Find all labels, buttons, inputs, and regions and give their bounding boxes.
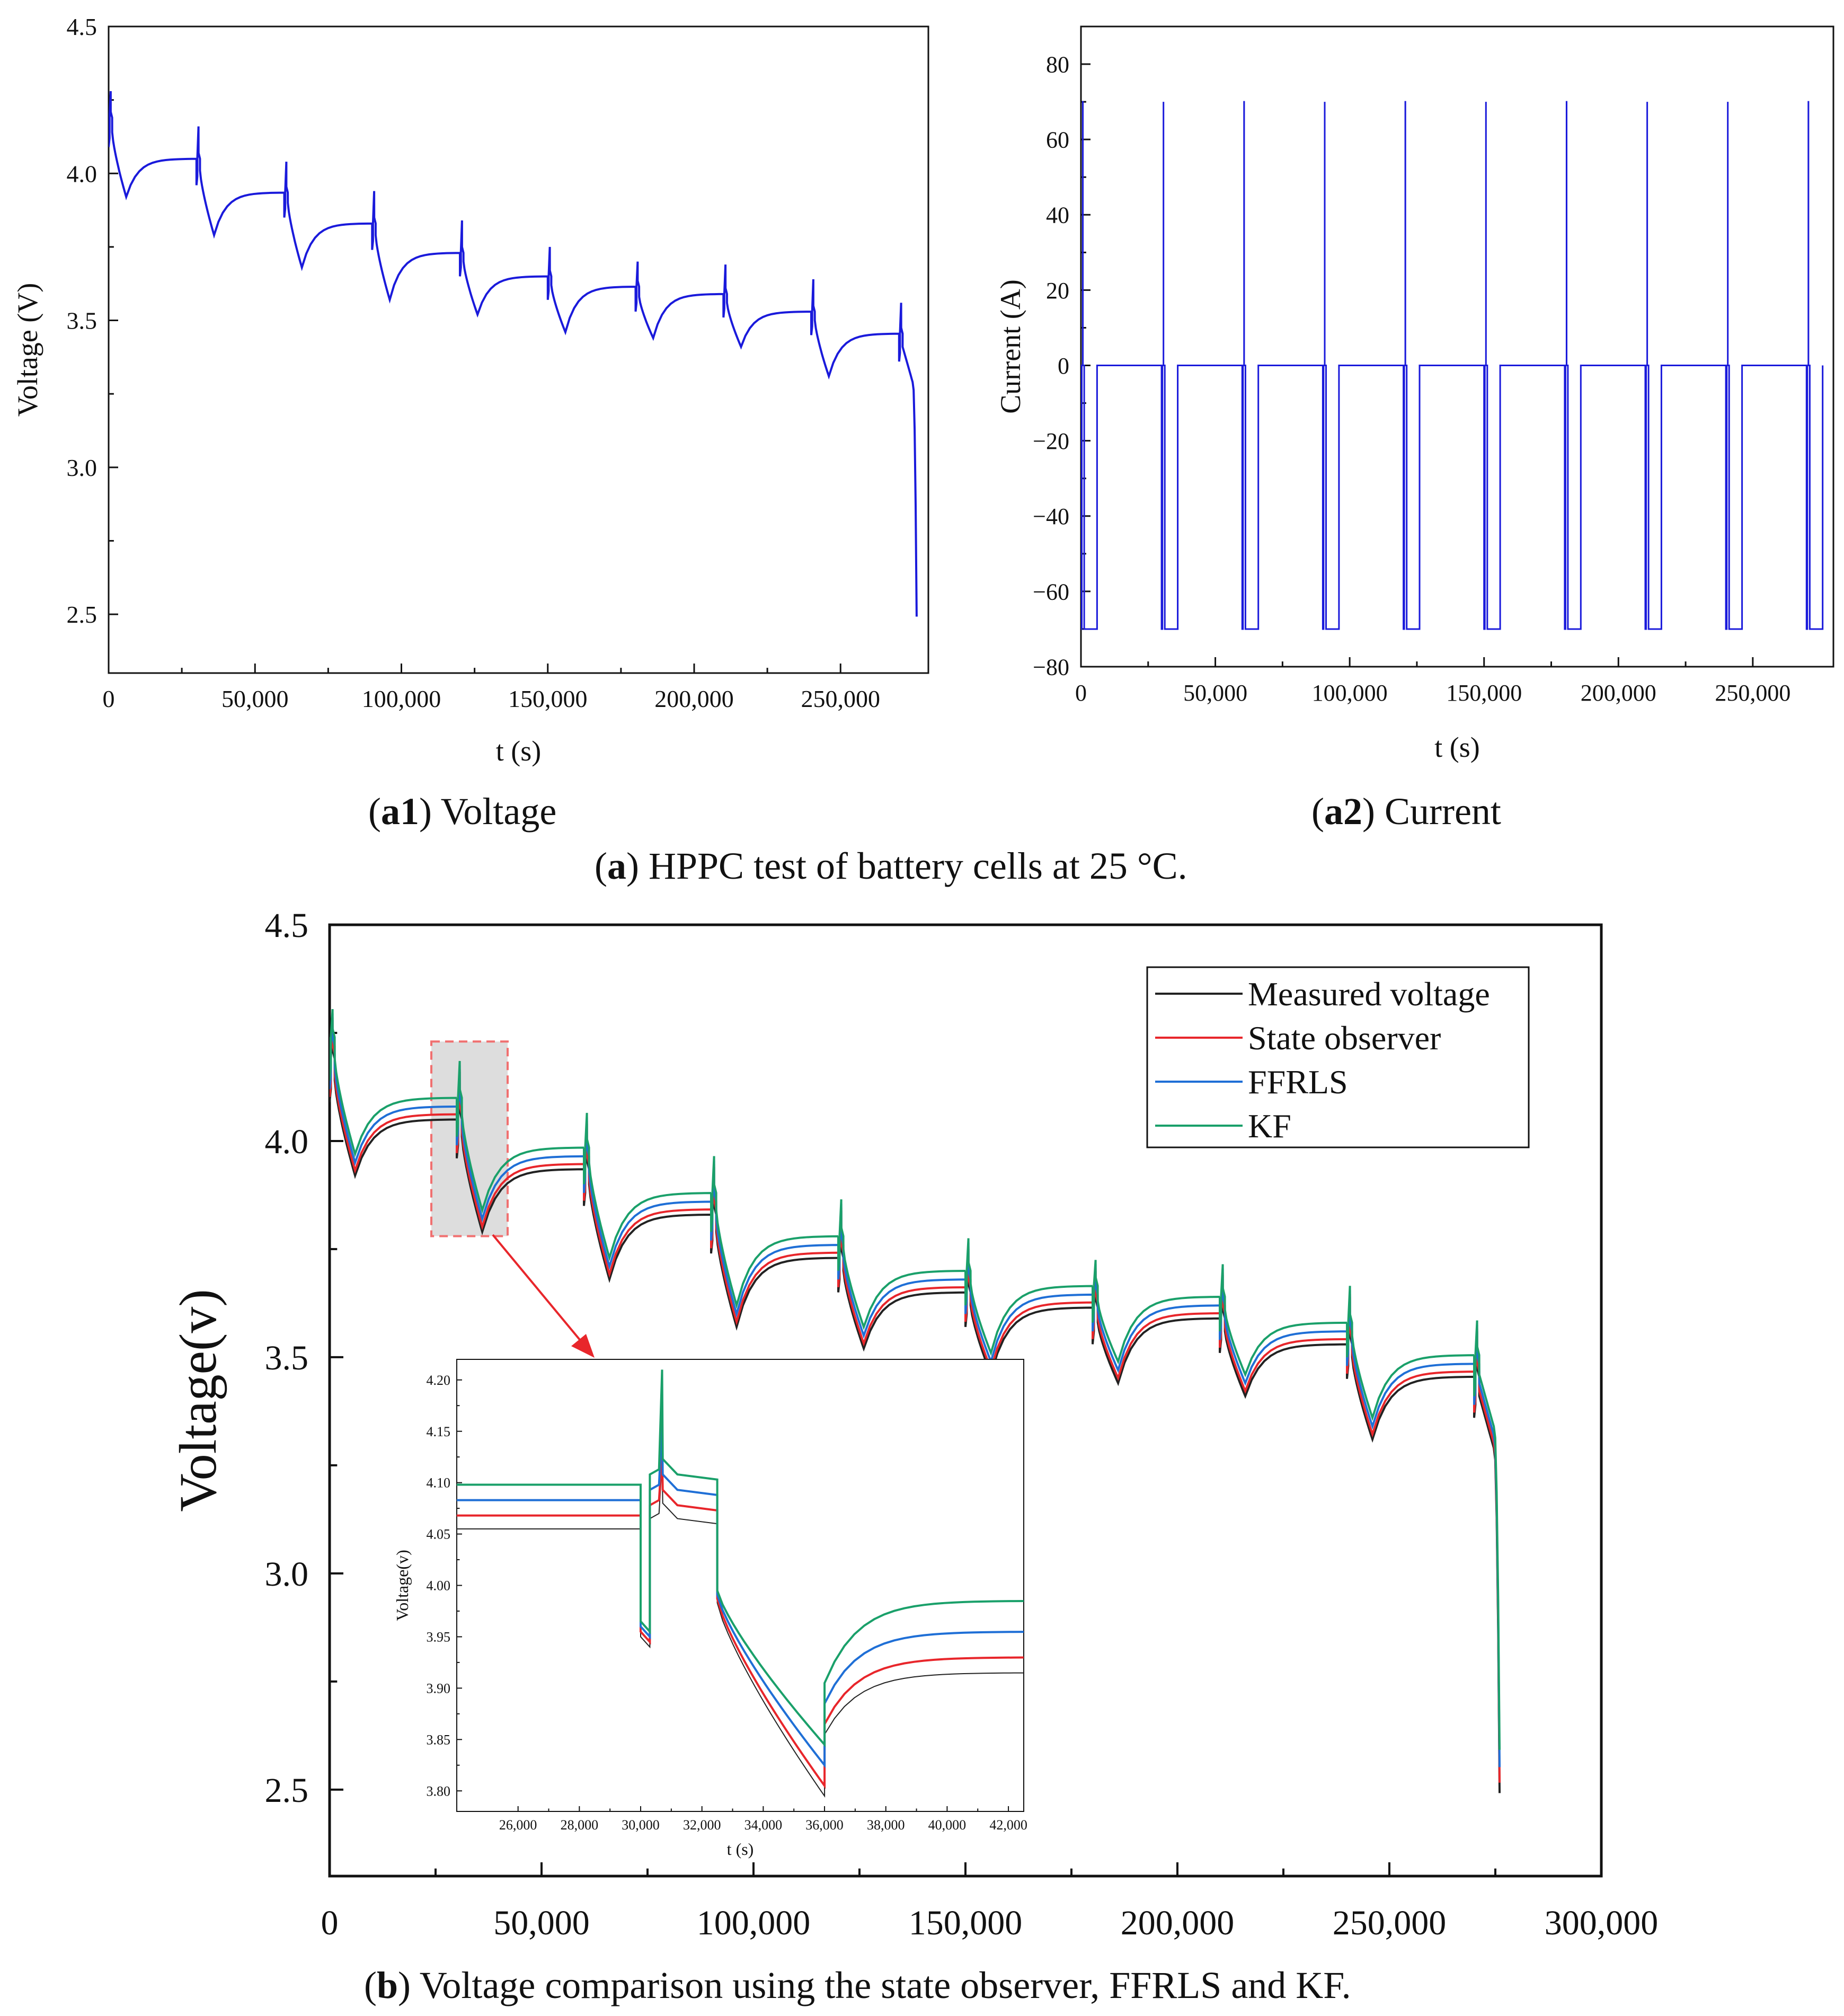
inset-y-tick-label: 4.00 <box>427 1578 451 1594</box>
inset-x-tick-label: 26,000 <box>499 1817 537 1833</box>
a1-y-tick-label: 4.5 <box>67 13 97 40</box>
a2-y-tick-label: 80 <box>1046 51 1069 77</box>
b-zoom-arrow-head <box>571 1334 595 1358</box>
a2-y-tick-label: 40 <box>1046 202 1069 228</box>
inset-x-tick-label: 32,000 <box>683 1817 721 1833</box>
a1-x-tick-label: 50,000 <box>221 685 289 712</box>
caption-b: (b) Voltage comparison using the state o… <box>364 1964 1351 2006</box>
b-x-tick-label: 0 <box>321 1904 339 1942</box>
b-y-axis-title: Voltage(v) <box>169 1289 227 1511</box>
b-legend-frame <box>1146 966 1530 1148</box>
b-x-tick-label: 100,000 <box>697 1904 811 1942</box>
inset-y-tick-label: 4.15 <box>427 1424 451 1439</box>
a1-x-tick-label: 100,000 <box>362 685 441 712</box>
chart-a1-voltage: 0 50,000 100,000 150,000 200,000 250,000 2.5 3.… <box>12 13 929 767</box>
inset-y-tick-label: 3.85 <box>427 1732 451 1747</box>
b-x-tick-label: 300,000 <box>1545 1904 1659 1942</box>
inset-x-tick-label: 40,000 <box>928 1817 967 1833</box>
inset-y-axis-title: Voltage(v) <box>393 1550 412 1621</box>
b-legend-label: Measured voltage <box>1248 975 1490 1013</box>
b-legend-label: KF <box>1248 1107 1291 1145</box>
inset-x-tick-label: 34,000 <box>744 1817 783 1833</box>
inset-y-tick-label: 4.05 <box>427 1527 451 1542</box>
a2-y-tick-label: 20 <box>1046 278 1069 304</box>
caption-a2: (a2) Current <box>1311 790 1501 833</box>
a2-x-tick-label: 150,000 <box>1446 680 1522 706</box>
b-series-line <box>330 1009 1501 1750</box>
inset-x-tick-label: 30,000 <box>622 1817 660 1833</box>
a2-current-line <box>1081 101 1824 630</box>
b-y-tick-label: 4.5 <box>265 906 309 945</box>
b-y-tick-label: 3.0 <box>265 1555 309 1594</box>
inset-y-tick-label: 3.80 <box>427 1783 451 1799</box>
inset-x-tick-label: 28,000 <box>561 1817 599 1833</box>
inset-series-line <box>457 1421 1024 1769</box>
a2-y-axis-title: Current (A) <box>995 279 1026 413</box>
a2-y-tick-label: −40 <box>1033 503 1069 529</box>
b-legend-label: State observer <box>1248 1019 1441 1057</box>
a2-x-tick-label: 250,000 <box>1715 680 1790 706</box>
b-x-tick-label: 250,000 <box>1333 1904 1447 1942</box>
b-y-tick-label: 4.0 <box>265 1122 309 1161</box>
inset-x-tick-label: 36,000 <box>805 1817 844 1833</box>
a2-x-tick-label: 100,000 <box>1312 680 1388 706</box>
inset-y-tick-label: 4.10 <box>427 1475 451 1491</box>
a2-y-tick-label: −20 <box>1033 428 1069 454</box>
b-series-line <box>330 1017 1501 1783</box>
chart-a2-current: 0 50,000 100,000 150,000 200,000 250,000 −80 −6… <box>995 25 1834 763</box>
inset-series-line <box>457 1369 1024 1748</box>
inset-x-tick-label: 42,000 <box>989 1817 1027 1833</box>
a1-x-tick-label: 0 <box>103 685 115 712</box>
a2-x-axis-title: t (s) <box>1434 731 1479 763</box>
a1-x-axis-title: t (s) <box>496 735 541 767</box>
a1-y-axis-title: Voltage (V) <box>12 283 43 417</box>
inset-background <box>457 1359 1024 1811</box>
a2-x-tick-label: 50,000 <box>1183 680 1247 706</box>
a2-y-tick-label: −80 <box>1033 654 1069 680</box>
a2-x-tick-label: 200,000 <box>1581 680 1656 706</box>
a1-y-tick-label: 4.0 <box>67 160 97 187</box>
caption-a1: (a1) Voltage <box>368 790 556 833</box>
b-series-line <box>330 1020 1501 1793</box>
a1-y-tick-label: 3.5 <box>67 307 97 334</box>
b-x-tick-label: 200,000 <box>1121 1904 1235 1942</box>
b-x-tick-label: 50,000 <box>493 1904 590 1942</box>
b-zoom-region <box>430 1040 509 1237</box>
b-zoom-arrow-line <box>492 1234 584 1345</box>
a2-y-tick-label: −60 <box>1033 579 1069 605</box>
inset-series-line <box>457 1462 1024 1798</box>
a2-x-tick-label: 0 <box>1075 680 1087 706</box>
inset-y-tick-label: 3.95 <box>427 1630 451 1645</box>
a2-y-tick-label: 60 <box>1046 127 1069 153</box>
a1-voltage-line <box>109 91 918 617</box>
b-series-line <box>330 1013 1501 1767</box>
inset-series-line <box>457 1452 1024 1789</box>
b-legend: Measured voltage State observer FFRLS KF <box>1146 966 1530 1148</box>
a2-y-tick-label: 0 <box>1058 353 1069 379</box>
caption-a: (a) HPPC test of battery cells at 25 °C. <box>595 845 1187 887</box>
b-y-tick-label: 2.5 <box>265 1771 309 1810</box>
b-y-tick-label: 3.5 <box>265 1339 309 1377</box>
a1-x-tick-label: 250,000 <box>801 685 881 712</box>
a1-y-tick-label: 3.0 <box>67 454 97 481</box>
inset-y-tick-label: 3.90 <box>427 1681 451 1696</box>
a1-plot-frame <box>108 25 929 674</box>
a1-x-tick-label: 150,000 <box>508 685 588 712</box>
a2-plot-frame <box>1080 25 1834 668</box>
a1-x-tick-label: 200,000 <box>654 685 734 712</box>
a1-y-tick-label: 2.5 <box>67 601 97 628</box>
inset-x-tick-label: 38,000 <box>867 1817 905 1833</box>
b-x-tick-label: 150,000 <box>909 1904 1023 1942</box>
chart-b-voltage-comparison: 0 50,000 100,000 150,000 200,000 250,000 300,0… <box>169 906 1658 1942</box>
inset-x-axis-title: t (s) <box>727 1840 754 1859</box>
b-legend-label: FFRLS <box>1248 1063 1348 1101</box>
inset-y-tick-label: 4.20 <box>427 1373 451 1388</box>
